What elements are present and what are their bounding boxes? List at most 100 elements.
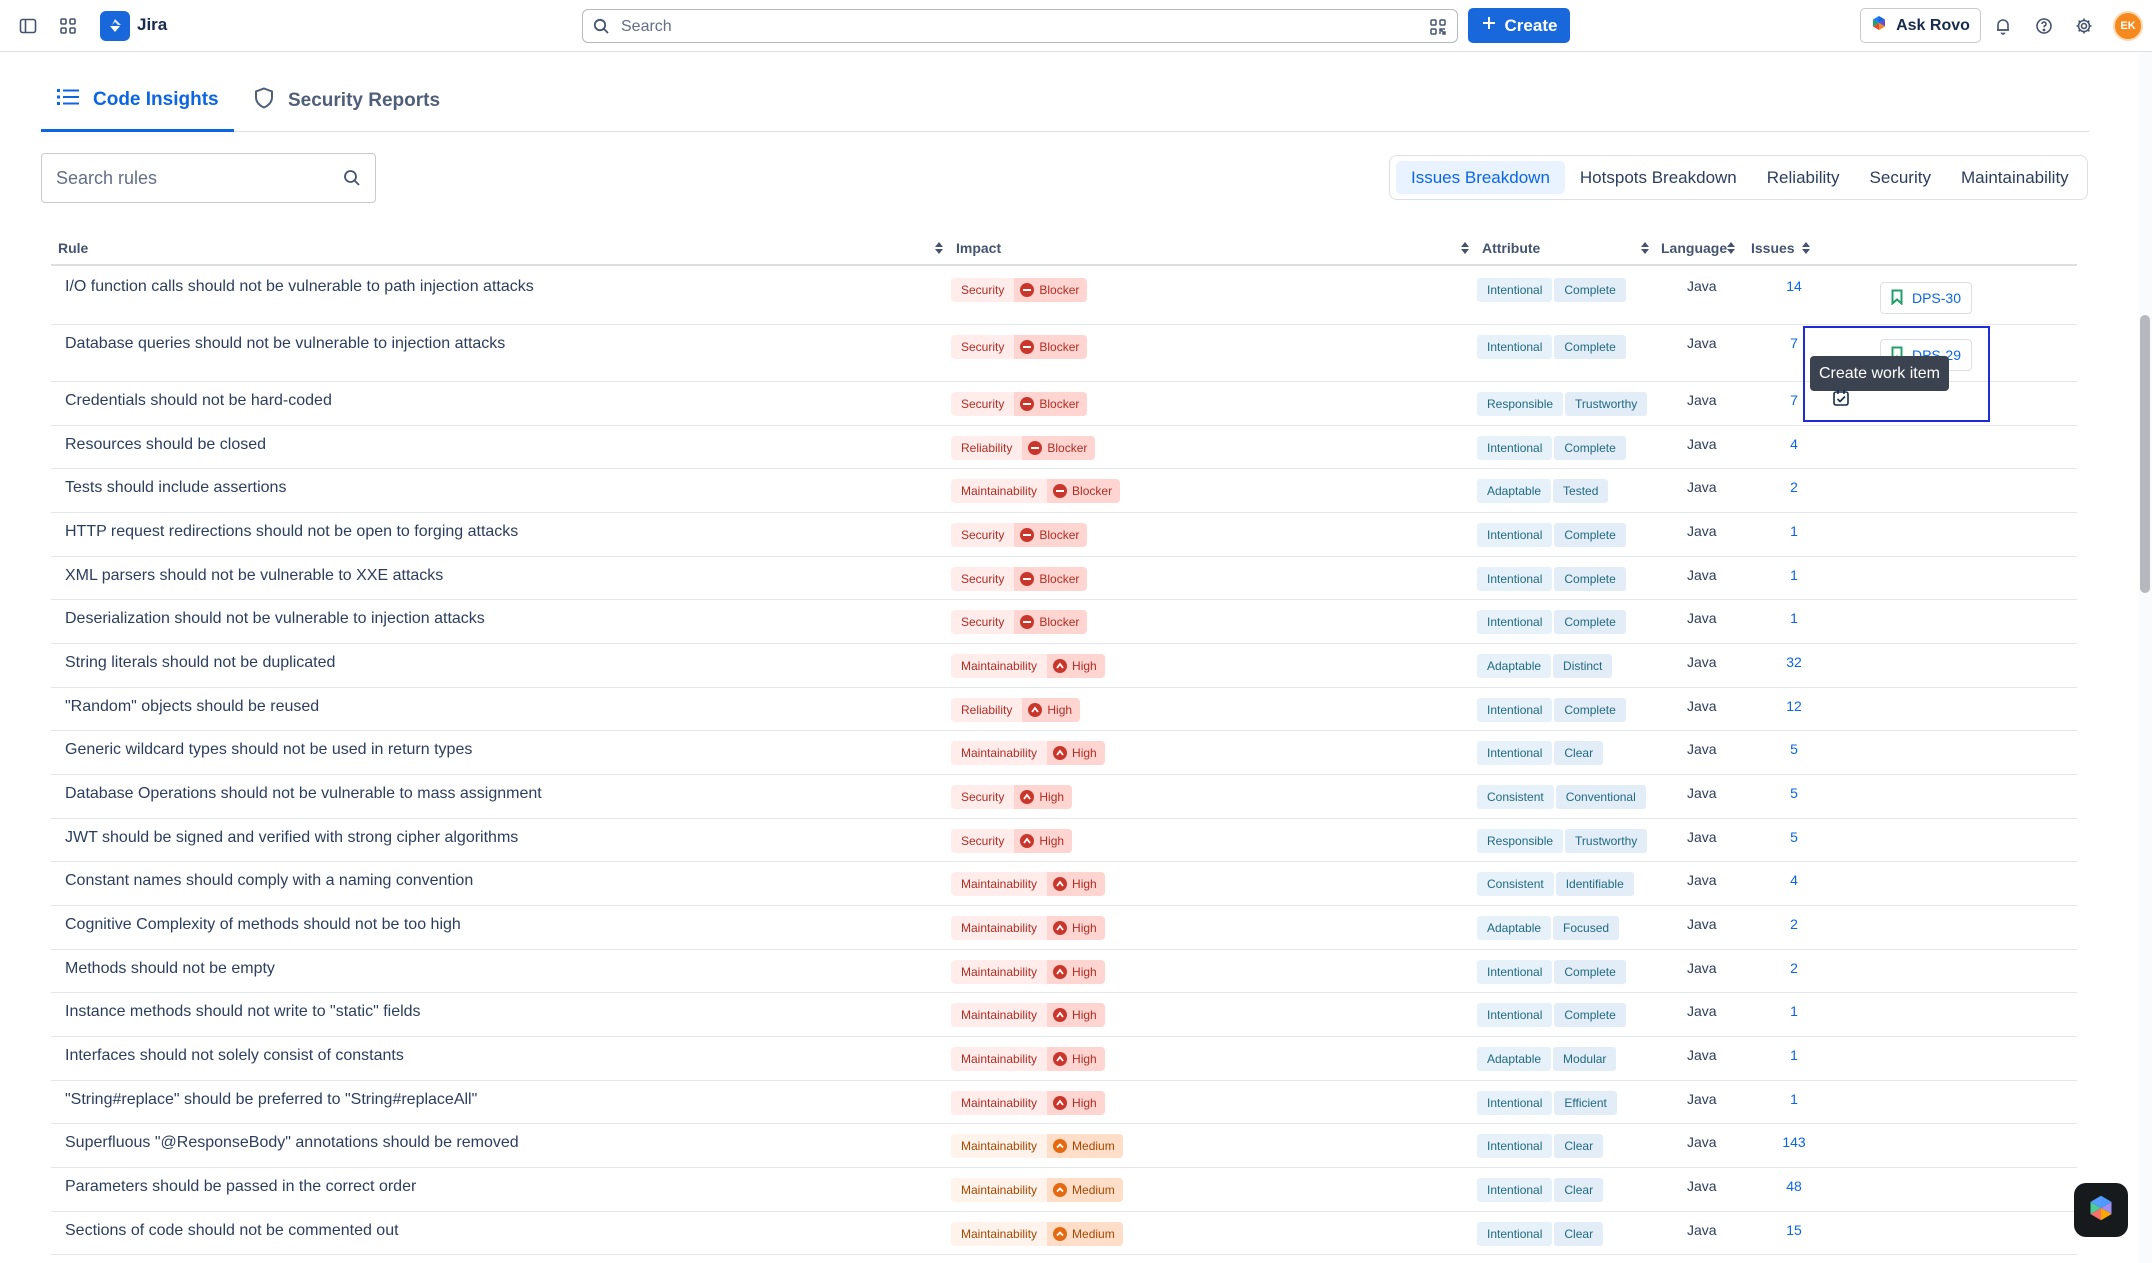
issues-count-link[interactable]: 5 — [1790, 741, 1798, 758]
rule-name[interactable]: I/O function calls should not be vulnera… — [65, 278, 534, 295]
rovo-chat-button[interactable] — [2074, 1183, 2128, 1237]
table-row[interactable]: Generic wildcard types should not be use… — [51, 731, 2077, 776]
page-scrollbar[interactable] — [2139, 52, 2152, 1263]
app-name[interactable]: Jira — [137, 15, 168, 34]
search-rules-field[interactable] — [41, 153, 376, 203]
sort-icon[interactable] — [1801, 241, 1811, 255]
table-row[interactable]: Instance methods should not write to "st… — [51, 993, 2077, 1038]
column-header-language[interactable]: Language — [1661, 240, 1728, 256]
create-work-item-icon[interactable] — [1831, 388, 1851, 413]
table-row[interactable]: Cognitive Complexity of methods should n… — [51, 906, 2077, 950]
issues-count-link[interactable]: 48 — [1786, 1178, 1802, 1195]
sort-icon[interactable] — [1726, 241, 1736, 255]
rule-name[interactable]: Instance methods should not write to "st… — [65, 1003, 421, 1021]
segment-hotspots-breakdown[interactable]: Hotspots Breakdown — [1579, 167, 1737, 187]
rule-name[interactable]: Database Operations should not be vulner… — [65, 785, 542, 803]
table-row[interactable]: Sections of code should not be commented… — [51, 1212, 2077, 1256]
rule-name[interactable]: Credentials should not be hard-coded — [65, 392, 332, 409]
rule-name[interactable]: JWT should be signed and verified with s… — [65, 828, 519, 846]
rule-name[interactable]: Database queries should not be vulnerabl… — [65, 335, 506, 352]
table-row[interactable]: Constant names should comply with a nami… — [51, 862, 2077, 907]
segment-reliability[interactable]: Reliability — [1766, 167, 1840, 187]
issues-count-link[interactable]: 5 — [1790, 828, 1798, 845]
issues-count-link[interactable]: 14 — [1786, 278, 1802, 294]
segment-issues-breakdown[interactable]: Issues Breakdown — [1396, 161, 1565, 194]
scan-qr-icon[interactable] — [1429, 18, 1447, 41]
issues-count-link[interactable]: 1 — [1790, 1003, 1798, 1020]
rule-name[interactable]: Superfluous "@ResponseBody" annotations … — [65, 1134, 519, 1152]
segment-security[interactable]: Security — [1869, 167, 1931, 187]
rule-name[interactable]: Generic wildcard types should not be use… — [65, 741, 473, 759]
rule-name[interactable]: Resources should be closed — [65, 435, 267, 453]
user-avatar[interactable]: EK — [2113, 11, 2143, 41]
issues-count-link[interactable]: 2 — [1790, 916, 1798, 933]
table-row[interactable]: Interfaces should not solely consist of … — [51, 1037, 2077, 1081]
column-header-issues[interactable]: Issues — [1751, 240, 1795, 256]
issues-count-link[interactable]: 5 — [1790, 785, 1798, 802]
table-row[interactable]: "String#replace" should be preferred to … — [51, 1081, 2077, 1125]
issues-count-link[interactable]: 1 — [1790, 566, 1798, 583]
table-row[interactable]: Resources should be closed Reliability Blo… — [51, 426, 2077, 470]
issues-count-link[interactable]: 1 — [1790, 523, 1798, 539]
table-row[interactable]: Superfluous "@ResponseBody" annotations … — [51, 1124, 2077, 1169]
table-row[interactable]: Credentials should not be hard-coded Secu… — [51, 382, 2077, 426]
tab-security-reports[interactable]: Security Reports — [254, 70, 440, 132]
issues-count-link[interactable]: 1 — [1790, 1090, 1798, 1107]
rule-name[interactable]: Tests should include assertions — [65, 479, 287, 497]
issues-count-link[interactable]: 2 — [1790, 959, 1798, 976]
settings-gear-icon[interactable] — [2070, 12, 2098, 40]
issues-count-link[interactable]: 12 — [1786, 697, 1802, 714]
table-row[interactable]: I/O function calls should not be vulnera… — [51, 268, 2077, 325]
column-header-rule[interactable]: Rule — [58, 240, 89, 256]
column-header-impact[interactable]: Impact — [956, 240, 1002, 256]
ask-rovo-button[interactable]: Ask Rovo — [1860, 8, 1981, 43]
scrollbar-thumb[interactable] — [2140, 315, 2150, 593]
issues-count-link[interactable]: 4 — [1790, 435, 1798, 452]
table-row[interactable]: Database Operations should not be vulner… — [51, 775, 2077, 819]
column-header-attribute[interactable]: Attribute — [1482, 240, 1541, 256]
jira-logo-icon[interactable] — [100, 11, 130, 41]
table-row[interactable]: Parameters should be passed in the corre… — [51, 1168, 2077, 1212]
issues-count-link[interactable]: 7 — [1790, 335, 1798, 351]
issues-count-link[interactable]: 2 — [1790, 479, 1798, 496]
table-row[interactable]: XML parsers should not be vulnerable to … — [51, 557, 2077, 601]
work-item-link[interactable]: DPS-30 — [1880, 282, 1972, 314]
table-row[interactable]: String literals should not be duplicated… — [51, 644, 2077, 688]
search-rules-input[interactable] — [56, 166, 336, 190]
sort-icon[interactable] — [934, 241, 944, 255]
rule-name[interactable]: Methods should not be empty — [65, 959, 275, 977]
issues-count-link[interactable]: 32 — [1786, 654, 1802, 671]
rule-name[interactable]: XML parsers should not be vulnerable to … — [65, 566, 444, 584]
issues-count-link[interactable]: 1 — [1790, 1047, 1798, 1064]
sort-icon[interactable] — [1460, 241, 1470, 255]
table-row[interactable]: JWT should be signed and verified with s… — [51, 819, 2077, 863]
app-switcher-icon[interactable] — [54, 12, 82, 40]
rule-name[interactable]: Cognitive Complexity of methods should n… — [65, 916, 461, 934]
issues-count-link[interactable]: 143 — [1782, 1134, 1806, 1151]
rule-name[interactable]: "Random" objects should be reused — [65, 697, 320, 715]
rule-name[interactable]: HTTP request redirections should not be … — [65, 523, 519, 540]
issues-count-link[interactable]: 4 — [1790, 872, 1798, 889]
global-search-input[interactable]: Search — [582, 9, 1458, 43]
table-row[interactable]: "Random" objects should be reused Reliabi… — [51, 688, 2077, 732]
table-row[interactable]: Methods should not be empty Maintainabili… — [51, 950, 2077, 994]
rule-name[interactable]: Parameters should be passed in the corre… — [65, 1178, 417, 1196]
issues-count-link[interactable]: 7 — [1790, 392, 1798, 408]
table-row[interactable]: Deserialization should not be vulnerable… — [51, 600, 2077, 644]
table-row[interactable]: HTTP request redirections should not be … — [51, 513, 2077, 557]
sidebar-toggle-icon[interactable] — [14, 12, 42, 40]
create-button[interactable]: Create — [1468, 8, 1570, 43]
rule-name[interactable]: Constant names should comply with a nami… — [65, 872, 474, 890]
issues-count-link[interactable]: 1 — [1790, 610, 1798, 627]
tab-code-insights[interactable]: Code Insights — [41, 70, 234, 132]
rule-name[interactable]: String literals should not be duplicated — [65, 654, 336, 672]
rule-name[interactable]: Sections of code should not be commented… — [65, 1221, 399, 1239]
sort-icon[interactable] — [1640, 241, 1650, 255]
segment-maintainability[interactable]: Maintainability — [1960, 167, 2069, 187]
issues-count-link[interactable]: 15 — [1786, 1221, 1802, 1238]
table-row[interactable]: Database queries should not be vulnerabl… — [51, 325, 2077, 382]
notifications-bell-icon[interactable] — [1989, 12, 2017, 40]
rule-name[interactable]: Deserialization should not be vulnerable… — [65, 610, 485, 628]
rule-name[interactable]: Interfaces should not solely consist of … — [65, 1047, 404, 1065]
table-row[interactable]: Tests should include assertions Maintaina… — [51, 469, 2077, 513]
